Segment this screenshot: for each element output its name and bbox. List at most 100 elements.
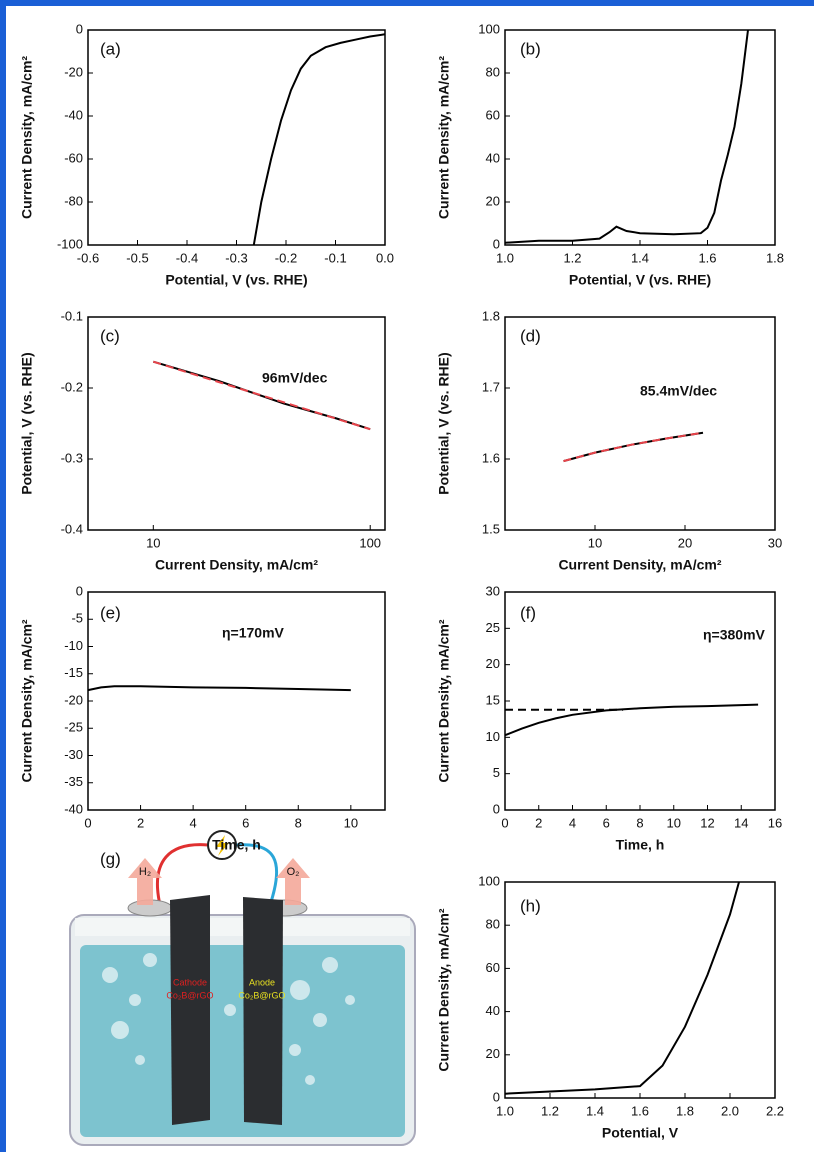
chart-panel: 1.0 1.2 1.4 1.6 1.8 0 20 40 60 80 100 Potential, V … (436, 21, 784, 287)
x-tick-label: 1.6 (698, 250, 716, 265)
x-tick-label: -0.3 (225, 250, 247, 265)
data-line (504, 29, 749, 244)
y-tick-label: 100 (478, 873, 500, 888)
y-tick-label: -60 (64, 150, 83, 165)
gas-label: O₂ (287, 866, 300, 878)
y-tick-label: 5 (493, 765, 500, 780)
data-line (87, 685, 351, 692)
x-tick-label: 20 (678, 535, 692, 550)
y-tick-label: -40 (64, 107, 83, 122)
y-tick-label: -5 (71, 611, 83, 626)
y-tick-label: 1.8 (482, 308, 500, 323)
y-axis-label: Potential, V (vs. RHE) (19, 352, 35, 494)
x-tick-label: 6 (603, 815, 610, 830)
x-axis-label: Current Density, mA/cm² (155, 557, 318, 573)
cathode-label: Cathode (173, 977, 207, 987)
x-tick-label: 1.4 (586, 1103, 604, 1118)
x-tick-label: 2.0 (721, 1103, 739, 1118)
x-axis-label: Time, h (212, 837, 261, 853)
x-axis-label: Potential, V (vs. RHE) (569, 272, 711, 288)
y-tick-label: 80 (486, 64, 500, 79)
chart-panel: 10 100 -0.4 -0.3 -0.2 -0.1 Current Density, mA… (19, 308, 386, 573)
x-tick-label: 4 (569, 815, 576, 830)
y-tick-label: -30 (64, 747, 83, 762)
y-tick-label: 60 (486, 107, 500, 122)
y-axis-label: Current Density, mA/cm² (19, 619, 35, 782)
chart-panel: 1.0 1.2 1.4 1.6 1.8 2.0 2.2 0 20 40 60 80 100 Potenti… (436, 873, 784, 1140)
y-tick-label: 1.6 (482, 450, 500, 465)
x-axis-label: Time, h (616, 837, 665, 853)
plot-frame (87, 29, 386, 246)
x-tick-label: 12 (700, 815, 714, 830)
x-tick-label: -0.6 (77, 250, 99, 265)
y-tick-label: -25 (64, 720, 83, 735)
y-axis-label: Current Density, mA/cm² (19, 56, 35, 219)
y-tick-label: 0 (493, 1089, 500, 1104)
y-tick-label: 0 (76, 583, 83, 598)
data-line (504, 703, 759, 737)
y-tick-label: -40 (64, 801, 83, 816)
y-tick-label: 40 (486, 150, 500, 165)
panel-label: (c) (100, 326, 120, 345)
panel-label: (b) (520, 39, 541, 58)
chart-panel: 10 20 30 1.5 1.6 1.7 1.8 Current Density, mA/cm… (436, 308, 783, 572)
y-tick-label: -20 (64, 64, 83, 79)
x-tick-label: 1.4 (631, 250, 649, 265)
chart-panel: 0 2 4 6 8 10 12 14 16 0 5 10 15 20 25 30 Time, h Current … (436, 583, 783, 852)
y-tick-label: 60 (486, 960, 500, 975)
data-line (504, 881, 740, 1095)
y-tick-label: -10 (64, 638, 83, 653)
x-tick-label: -0.1 (324, 250, 346, 265)
gas-label: H₂ (139, 866, 151, 878)
x-tick-label: 0 (84, 815, 91, 830)
x-tick-label: 1.2 (541, 1103, 559, 1118)
annotation: η=170mV (222, 625, 285, 641)
y-tick-label: 20 (486, 1046, 500, 1061)
x-tick-label: 1.0 (496, 250, 514, 265)
y-tick-label: 25 (486, 620, 500, 635)
bubbles (102, 953, 355, 1085)
x-tick-label: 100 (359, 535, 381, 550)
arrow-o2 (276, 858, 310, 905)
x-tick-label: 0.0 (376, 250, 394, 265)
x-tick-label: 10 (344, 815, 358, 830)
x-tick-label: -0.4 (176, 250, 198, 265)
arrow-h2 (128, 858, 162, 905)
x-tick-label: 10 (667, 815, 681, 830)
x-tick-label: 8 (636, 815, 643, 830)
anode-label: Anode (249, 977, 275, 987)
x-tick-label: 2 (137, 815, 144, 830)
anode-plate (243, 897, 283, 1125)
y-tick-label: -35 (64, 774, 83, 789)
y-axis-label: Current Density, mA/cm² (436, 619, 452, 782)
y-tick-label: 1.7 (482, 379, 500, 394)
y-tick-label: -100 (57, 236, 83, 251)
x-tick-label: 0 (501, 815, 508, 830)
y-tick-label: -15 (64, 665, 83, 680)
top-border (0, 0, 814, 6)
x-axis-label: Potential, V (vs. RHE) (165, 272, 307, 288)
x-axis-label: Current Density, mA/cm² (558, 557, 721, 573)
y-tick-label: 15 (486, 692, 500, 707)
panel-label: (f) (520, 603, 536, 622)
electrolyte (80, 945, 405, 1137)
chart-panel: -0.6 -0.5 -0.4 -0.3 -0.2 -0.1 0.0 -100 -80 -60 -40… (19, 21, 394, 287)
plot-frame (504, 591, 776, 811)
y-tick-label: 100 (478, 21, 500, 36)
x-tick-label: 1.8 (676, 1103, 694, 1118)
y-axis-label: Current Density, mA/cm² (436, 56, 452, 219)
panel-label: (e) (100, 603, 121, 622)
chart-panel: 0 2 4 6 8 10 -40 -35 -30 -25 -20 -15 -10 -5 0 Time, h Cu… (19, 583, 386, 853)
plot-frame (87, 316, 386, 531)
plot-frame (504, 881, 776, 1099)
x-tick-label: 2 (535, 815, 542, 830)
y-tick-label: 0 (493, 801, 500, 816)
lightning (216, 835, 229, 856)
y-axis-label: Potential, V (vs. RHE) (436, 352, 452, 494)
x-tick-label: 8 (295, 815, 302, 830)
tank-rim (75, 918, 410, 936)
cathode-material: Co₂B@rGO (166, 990, 213, 1000)
x-tick-label: 10 (588, 535, 602, 550)
diagram-g: (g) H₂ O₂ Cathode Co₂B@rGO Anode Co₂B@rG… (69, 830, 416, 1146)
